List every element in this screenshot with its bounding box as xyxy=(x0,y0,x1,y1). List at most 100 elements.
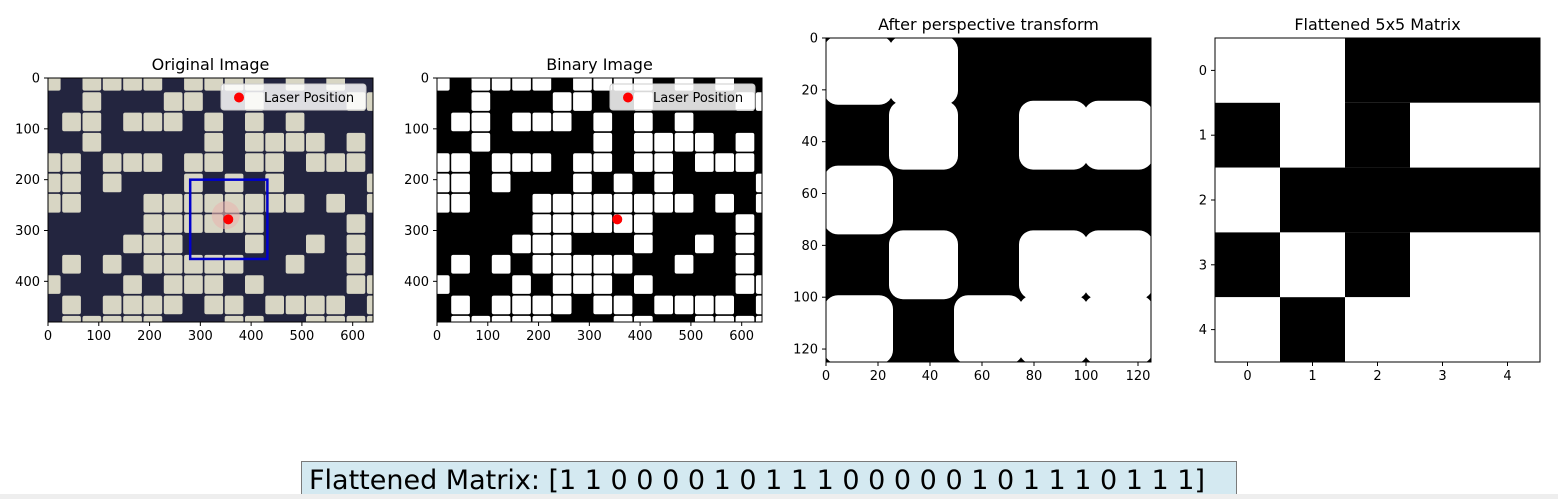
module-cell xyxy=(451,254,470,274)
module-cell xyxy=(184,173,203,193)
x-tick-label: 200 xyxy=(526,329,551,344)
matrix-cell xyxy=(1215,297,1280,362)
module-cell xyxy=(82,112,102,132)
flattened-matrix-summary: Flattened Matrix: [1 1 0 0 0 0 1 0 1 1 1… xyxy=(301,461,1237,499)
module-cell xyxy=(593,112,613,132)
module-cell xyxy=(48,78,61,91)
module-cell xyxy=(102,254,122,274)
laser-point xyxy=(223,214,234,225)
module-cell xyxy=(573,78,592,91)
matrix-cell xyxy=(1475,297,1540,362)
module-cell xyxy=(285,254,305,274)
module-cell xyxy=(204,275,224,294)
y-tick-label: 200 xyxy=(404,173,429,188)
matrix-cell xyxy=(1410,232,1475,298)
module-cell xyxy=(512,275,531,294)
module-cell xyxy=(755,295,762,315)
white-module xyxy=(1019,100,1088,170)
module-cell xyxy=(593,295,613,315)
matrix-cell xyxy=(1345,102,1410,168)
module-cell xyxy=(471,78,491,91)
matrix-cell xyxy=(1475,167,1540,233)
module-cell xyxy=(123,295,142,315)
module-cell xyxy=(491,295,511,315)
module-cell xyxy=(143,234,163,254)
legend-box xyxy=(609,83,756,111)
module-cell xyxy=(715,315,734,322)
module-cell xyxy=(532,153,552,172)
white-module xyxy=(889,38,958,105)
x-tick-label: 500 xyxy=(289,329,314,344)
x-tick-label: 0 xyxy=(1243,369,1251,384)
module-cell xyxy=(163,295,183,315)
x-tick-label: 400 xyxy=(628,329,653,344)
module-cell xyxy=(532,193,552,213)
panel-title: After perspective transform xyxy=(878,15,1099,34)
matrix-cell xyxy=(1475,102,1540,168)
y-tick-label: 400 xyxy=(15,275,40,290)
y-tick-label: 0 xyxy=(421,72,429,87)
module-cell xyxy=(755,315,762,322)
module-cell xyxy=(552,254,572,274)
module-cell xyxy=(715,193,734,213)
module-cell xyxy=(143,254,163,274)
module-cell xyxy=(674,254,694,274)
module-cell xyxy=(654,295,673,315)
module-cell xyxy=(306,315,325,322)
module-cell xyxy=(62,193,81,213)
module-cell xyxy=(62,254,81,274)
y-tick-label: 80 xyxy=(801,239,818,254)
module-cell xyxy=(184,214,203,233)
module-cell xyxy=(102,295,122,315)
module-cell xyxy=(674,295,694,315)
module-cell xyxy=(735,315,755,322)
module-cell xyxy=(204,153,224,172)
y-tick-label: 0 xyxy=(810,32,818,47)
module-cell xyxy=(204,295,224,315)
axis-ticks: 0 100 200 300 400 500 600 0 100 200 300 400 xyxy=(15,72,365,345)
module-cell xyxy=(123,315,142,322)
module-cell xyxy=(143,153,163,172)
module-cell xyxy=(471,132,491,152)
module-cell xyxy=(62,315,81,322)
module-cell xyxy=(123,234,142,254)
module-cell xyxy=(593,214,613,233)
module-cell xyxy=(613,295,633,315)
y-tick-label: 100 xyxy=(15,122,40,137)
module-cell xyxy=(552,234,572,254)
module-cell xyxy=(306,295,325,315)
module-cell xyxy=(265,132,284,152)
matrix-cell xyxy=(1215,167,1280,233)
module-cell xyxy=(102,173,122,193)
module-cell xyxy=(326,153,345,172)
x-tick-label: 100 xyxy=(86,329,111,344)
white-module xyxy=(1019,295,1088,362)
matrix-cell xyxy=(1345,38,1410,103)
module-cell xyxy=(715,295,734,315)
module-cell xyxy=(654,193,673,213)
module-cell xyxy=(451,193,470,213)
module-cell xyxy=(366,315,373,322)
module-cell xyxy=(285,193,305,213)
x-tick-label: 100 xyxy=(475,329,500,344)
module-cell xyxy=(48,153,61,172)
module-cell xyxy=(695,295,714,315)
white-module xyxy=(826,165,893,235)
module-cell xyxy=(285,295,305,315)
module-cell xyxy=(163,234,183,254)
module-cell xyxy=(654,132,673,152)
module-cell xyxy=(245,193,264,213)
module-cell xyxy=(143,315,163,322)
module-cell xyxy=(654,173,673,193)
module-cell xyxy=(285,112,305,132)
module-cell xyxy=(451,315,470,322)
legend-label: Laser Position xyxy=(264,91,354,106)
module-cell xyxy=(184,275,203,294)
module-cell xyxy=(346,132,366,152)
y-tick-label: 300 xyxy=(15,224,40,239)
module-cell xyxy=(366,295,373,315)
module-cell xyxy=(573,92,592,111)
module-cell xyxy=(573,254,592,274)
y-tick-label: 2 xyxy=(1199,194,1207,209)
module-cell xyxy=(634,132,653,152)
